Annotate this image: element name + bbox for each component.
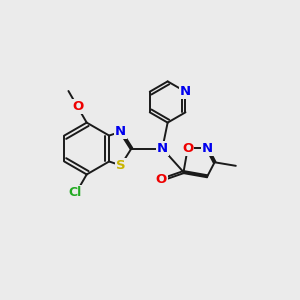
Text: N: N [180, 85, 191, 98]
Text: Cl: Cl [68, 186, 82, 199]
Text: S: S [116, 159, 125, 172]
Text: O: O [182, 142, 194, 155]
Text: O: O [155, 173, 166, 186]
Text: N: N [202, 142, 213, 155]
Text: N: N [157, 142, 168, 155]
Text: N: N [115, 125, 126, 138]
Text: O: O [72, 100, 83, 113]
